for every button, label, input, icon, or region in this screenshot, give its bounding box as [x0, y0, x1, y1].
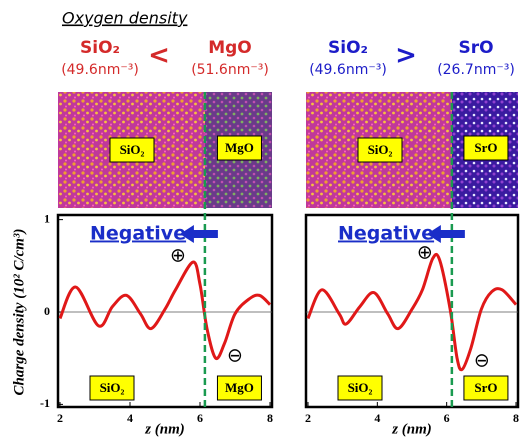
x-tick-label: 2 — [305, 411, 311, 425]
minus-sign: ⊖ — [474, 350, 490, 372]
panel-label: SrO — [474, 380, 497, 395]
panel-label: SiO₂ — [100, 380, 125, 395]
x-axis-label: z (nm) — [144, 421, 185, 437]
oxide-label: SiO₂ — [328, 38, 368, 58]
relation: < — [148, 41, 170, 71]
density: (51.6nm⁻³) — [191, 62, 269, 78]
density: (49.6nm⁻³) — [309, 62, 387, 78]
x-tick-label: 4 — [374, 411, 380, 425]
panel-label: MgO — [225, 140, 254, 155]
x-tick-label: 6 — [197, 411, 203, 425]
x-tick-label: 6 — [444, 411, 450, 425]
plus-sign: ⊕ — [170, 245, 186, 267]
y-tick-label: 1 — [44, 211, 50, 225]
y-tick-label: 0 — [44, 304, 50, 318]
plus-sign: ⊕ — [417, 242, 433, 264]
density: (26.7nm⁻³) — [437, 62, 515, 78]
density: (49.6nm⁻³) — [61, 62, 139, 78]
panel-label: SiO₂ — [348, 380, 373, 395]
relation: > — [395, 41, 417, 71]
y-tick-label: -1 — [40, 396, 50, 410]
panel-label: SiO₂ — [120, 142, 145, 157]
annotation: Negative — [90, 223, 186, 245]
x-axis-label: z (nm) — [391, 421, 432, 437]
oxide-label: SrO — [458, 38, 493, 58]
panel-label: SiO₂ — [368, 142, 393, 157]
oxide-label: MgO — [208, 38, 252, 58]
minus-sign: ⊖ — [227, 345, 243, 367]
y-axis-label: Charge density (10² C/cm³) — [11, 229, 27, 396]
x-tick-label: 2 — [57, 411, 63, 425]
x-tick-label: 8 — [513, 411, 519, 425]
x-tick-label: 8 — [267, 411, 273, 425]
title: Oxygen density — [62, 9, 188, 28]
x-tick-label: 4 — [127, 411, 133, 425]
panel-label: MgO — [225, 380, 254, 395]
oxide-label: SiO₂ — [80, 38, 120, 58]
figure: Oxygen density SiO₂ < MgO (49.6nm⁻³) (51.6nm… — [0, 0, 520, 441]
panel-label: SrO — [474, 140, 497, 155]
